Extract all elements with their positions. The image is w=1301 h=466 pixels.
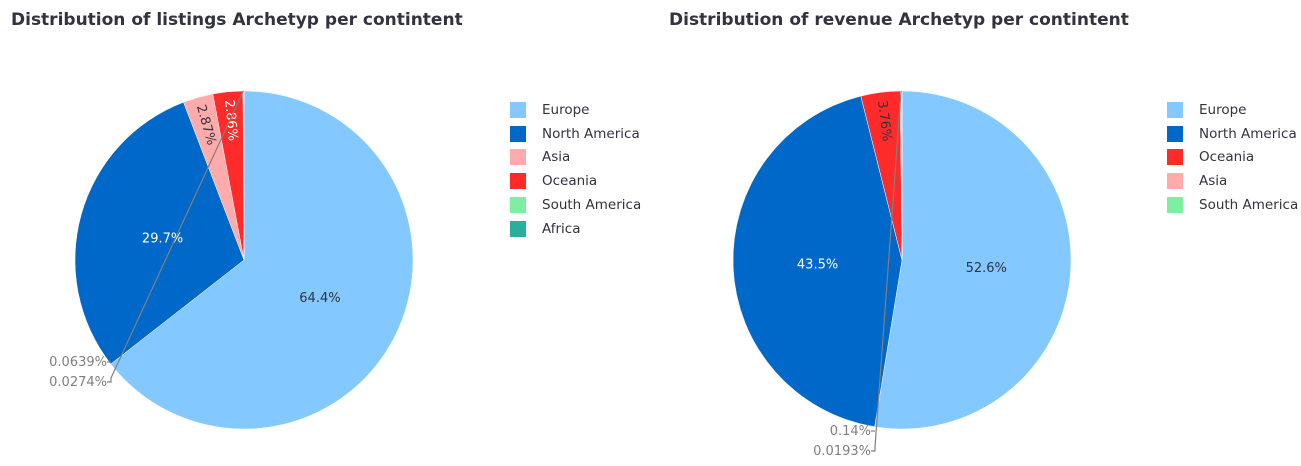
slice-label-south-america: 0.0193% xyxy=(813,444,871,459)
legend-item-africa[interactable]: Africa xyxy=(510,217,641,241)
slice-label-oceania: 3.76% xyxy=(874,99,894,142)
legend-swatch xyxy=(1167,101,1183,118)
legend-item-europe[interactable]: Europe xyxy=(510,98,641,122)
legend-item-oceania[interactable]: Oceania xyxy=(510,169,641,193)
legend-label: Oceania xyxy=(542,173,598,190)
legend-swatch xyxy=(510,125,526,142)
legend-item-asia[interactable]: Asia xyxy=(510,146,641,170)
legend-swatch xyxy=(1167,125,1183,142)
legend-item-north-america[interactable]: North America xyxy=(1167,122,1298,146)
legend-item-asia[interactable]: Asia xyxy=(1167,169,1298,193)
pie-slice-north-america[interactable] xyxy=(74,101,245,365)
legend-swatch xyxy=(510,173,526,190)
pie-slice-north-america[interactable] xyxy=(732,95,903,428)
legend-label: North America xyxy=(542,125,640,142)
legend-label: South America xyxy=(542,197,642,214)
legend-swatch xyxy=(510,197,526,214)
legend-label: Europe xyxy=(1199,101,1247,118)
slice-label-europe: 52.6% xyxy=(966,261,1007,276)
pie-slice-europe[interactable] xyxy=(110,90,414,430)
legend-revenue: Europe North America Oceania Asia South Amer… xyxy=(1167,98,1298,217)
legend-label: Europe xyxy=(542,101,590,118)
slice-label-north-america: 43.5% xyxy=(797,258,838,273)
legend-swatch xyxy=(1167,149,1183,166)
legend-label: Asia xyxy=(1199,173,1228,190)
legend-label: South America xyxy=(1199,197,1299,214)
slice-label-south-america: 0.0639% xyxy=(49,355,107,370)
leader-line xyxy=(871,90,902,452)
legend-item-north-america[interactable]: North America xyxy=(510,122,641,146)
legend-item-south-america[interactable]: South America xyxy=(510,193,641,217)
legend-swatch xyxy=(510,101,526,118)
legend-item-europe[interactable]: Europe xyxy=(1167,98,1298,122)
slice-label-europe: 64.4% xyxy=(299,291,340,306)
legend-item-south-america[interactable]: South America xyxy=(1167,193,1298,217)
pie-chart-listings: 64.4%29.7%2.87% 2.86%0.0639%0.0274% xyxy=(49,90,414,430)
legend-item-oceania[interactable]: Oceania xyxy=(1167,146,1298,170)
legend-listings: Europe North America Asia Oceania South Amer… xyxy=(510,98,641,241)
legend-label: North America xyxy=(1199,125,1297,142)
legend-label: Asia xyxy=(542,149,571,166)
legend-label: Oceania xyxy=(1199,149,1255,166)
legend-swatch xyxy=(1167,173,1183,190)
pie-slice-europe[interactable] xyxy=(874,90,1072,430)
slice-label-asia: 0.14% xyxy=(830,424,871,439)
chart-title-listings: Distribution of listings Archetyp per co… xyxy=(11,10,463,30)
legend-label: Africa xyxy=(542,220,581,237)
chart-title-revenue: Distribution of revenue Archetyp per con… xyxy=(669,10,1129,30)
legend-swatch xyxy=(1167,197,1183,214)
legend-swatch xyxy=(510,149,526,166)
legend-swatch xyxy=(510,220,526,237)
leader-line xyxy=(107,90,244,383)
pie-chart-revenue: 52.6% 43.5% 3.76% 0.14% 0.0193% xyxy=(732,90,1072,459)
slice-label-africa: 0.0274% xyxy=(49,375,107,390)
